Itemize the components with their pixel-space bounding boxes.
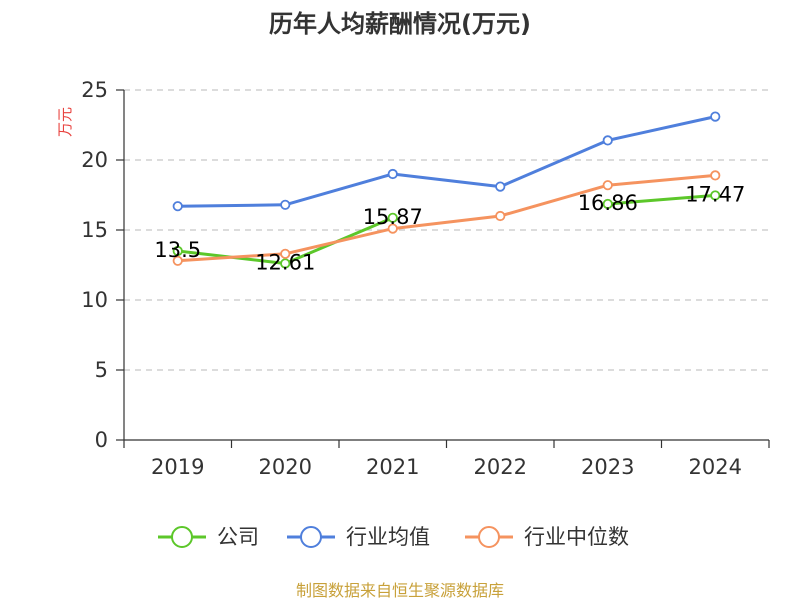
data-label: 17.47 [685,182,745,206]
data-point [387,223,398,234]
x-tick-label: 2023 [581,455,634,479]
series-line [177,173,716,263]
legend-item-2[interactable]: 行业中位数 [465,525,629,549]
source-note: 制图数据来自恒生聚源数据库 [296,581,504,600]
legend-label: 行业均值 [346,525,430,549]
data-point [710,190,721,201]
data-point [280,258,291,269]
x-tick-label: 2019 [151,455,204,479]
series [172,111,721,269]
data-label: 15.87 [363,205,423,229]
data-point [602,180,613,191]
data-point [710,170,721,181]
data-point [710,111,721,122]
y-tick-label: 25 [81,78,108,102]
data-point [172,245,183,257]
legend-marker [300,526,322,548]
y-tick-label: 0 [95,428,108,452]
chart-title: 历年人均薪酬情况(万元) [269,10,531,38]
data-point [602,198,613,210]
data-point [495,210,506,222]
legend-item-0[interactable]: 公司 [158,525,259,549]
grid [124,89,769,371]
data-point [495,181,506,192]
y-tick-label: 15 [81,218,108,242]
data-point [172,255,183,266]
x-tick-label: 2020 [259,455,312,479]
series-2 [172,170,721,266]
legend-label: 公司 [217,525,259,549]
data-label: 12.61 [255,250,315,274]
axes: 0 5 10 15 20 25 2019 2020 2021 2022 2023 2024 [81,78,770,479]
series-line [607,193,716,206]
data-label: 13.5 [154,238,201,262]
y-axis-label: 万元 [56,107,74,137]
legend[interactable]: 公司 行业均值 行业中位数 [158,525,629,549]
legend-marker [171,526,193,548]
series-line [177,115,716,208]
y-tick-label: 5 [95,358,108,382]
data-point [387,212,398,223]
data-point [280,248,291,259]
x-tick-label: 2024 [689,455,742,479]
y-tick-label: 10 [81,288,108,312]
data-point [387,168,398,180]
series-1 [172,111,721,212]
legend-label: 行业中位数 [524,525,629,549]
data-point [172,201,183,212]
data-label: 16.86 [578,191,638,215]
data-labels: 13.5 12.61 15.87 16.86 17.47 [154,182,745,274]
x-tick-label: 2021 [366,455,419,479]
x-tick-label: 2022 [474,455,527,479]
data-point [280,199,291,210]
y-tick-label: 20 [81,148,108,172]
data-point [602,135,613,146]
legend-item-1[interactable]: 行业均值 [287,525,430,549]
legend-marker [478,526,500,548]
series-0 [172,190,721,269]
